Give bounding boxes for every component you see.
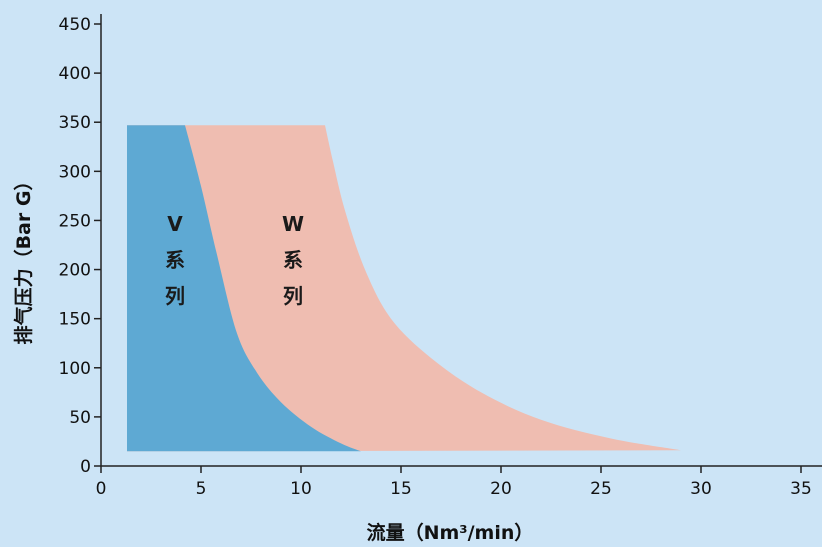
- y-axis-ticks: 0 50 100 150 200 250 300 350 400 450: [59, 15, 101, 477]
- x-tick-label: 10: [290, 479, 312, 499]
- region-labels: W 系列 V 系列: [165, 212, 304, 308]
- y-tick-label: 0: [80, 457, 91, 477]
- x-tick-label: 15: [390, 479, 412, 499]
- x-tick-label: 25: [590, 479, 612, 499]
- region-label-w-series: W 系列: [282, 212, 304, 308]
- y-tick-label: 200: [59, 261, 91, 281]
- y-tick-label: 400: [59, 64, 91, 84]
- chart-regions: [127, 125, 681, 452]
- y-tick-label: 100: [59, 359, 91, 379]
- x-axis-ticks: 0 5 10 15 20 25 30 35: [96, 466, 812, 499]
- x-axis-title: 流量（Nm³/min）: [367, 521, 534, 544]
- y-tick-label: 50: [69, 408, 91, 428]
- y-tick-label: 300: [59, 162, 91, 182]
- y-axis-title: 排气压力（Bar G）: [12, 172, 35, 345]
- region-w-series: [127, 125, 681, 452]
- y-tick-label: 150: [59, 310, 91, 330]
- axes: 0 5 10 15 20 25 30 35 0 50 100 150 200 250 300 350 400 4…: [59, 14, 822, 499]
- y-tick-label: 250: [59, 211, 91, 231]
- y-tick-label: 350: [59, 113, 91, 133]
- x-tick-label: 20: [490, 479, 512, 499]
- x-tick-label: 30: [690, 479, 712, 499]
- region-label-v-series: V 系列: [165, 212, 185, 308]
- x-tick-label: 35: [790, 479, 812, 499]
- x-tick-label: 5: [196, 479, 207, 499]
- y-tick-label: 450: [59, 15, 91, 35]
- region-v-series: [127, 125, 361, 452]
- x-tick-label: 0: [96, 479, 107, 499]
